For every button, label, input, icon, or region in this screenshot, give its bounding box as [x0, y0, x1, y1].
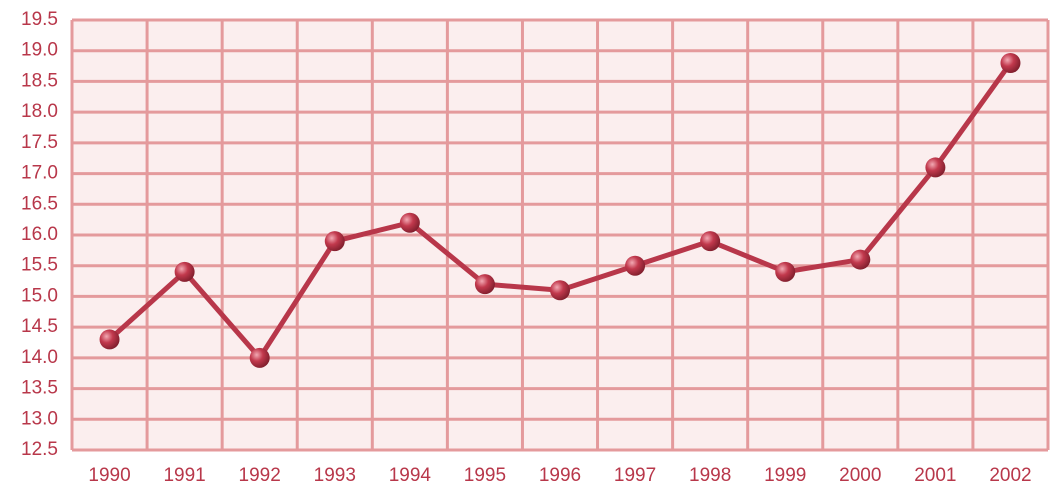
y-tick-label: 18.5 — [21, 70, 58, 91]
data-point — [925, 157, 946, 178]
data-point — [625, 255, 646, 276]
x-tick-label: 1992 — [239, 465, 281, 486]
y-tick-label: 16.0 — [21, 224, 58, 245]
y-tick-label: 19.5 — [21, 9, 58, 30]
y-tick-label: 17.0 — [21, 163, 58, 184]
y-tick-label: 15.0 — [21, 285, 58, 306]
x-tick-label: 2000 — [839, 465, 881, 486]
y-tick-label: 13.5 — [21, 378, 58, 399]
x-tick-label: 2002 — [989, 465, 1031, 486]
data-point — [1000, 53, 1021, 73]
x-tick-label: 1995 — [464, 465, 506, 486]
x-tick-label: 1997 — [614, 465, 656, 486]
y-tick-label: 18.0 — [21, 101, 58, 122]
data-point — [249, 347, 270, 368]
x-tick-label: 1996 — [539, 465, 581, 486]
data-point — [775, 261, 796, 282]
y-tick-label: 13.0 — [21, 408, 58, 429]
x-tick-label: 1991 — [163, 465, 205, 486]
data-point — [174, 261, 195, 282]
y-tick-label: 14.0 — [21, 347, 58, 368]
y-tick-label: 15.5 — [21, 255, 58, 276]
x-tick-label: 1993 — [314, 465, 356, 486]
data-point — [399, 212, 420, 233]
data-point — [850, 249, 871, 270]
data-point — [324, 231, 345, 252]
y-tick-label: 16.5 — [21, 193, 58, 214]
data-point — [474, 274, 495, 295]
x-tick-label: 2001 — [914, 465, 956, 486]
y-tick-label: 19.0 — [21, 40, 58, 61]
data-point — [700, 231, 721, 252]
x-tick-label: 1990 — [88, 465, 130, 486]
data-point — [550, 280, 570, 301]
y-tick-label: 12.5 — [21, 439, 58, 460]
data-point — [99, 329, 120, 350]
y-tick-label: 17.5 — [21, 132, 58, 153]
x-tick-label: 1999 — [764, 465, 806, 486]
x-tick-label: 1998 — [689, 465, 731, 486]
x-tick-label: 1994 — [389, 465, 432, 486]
y-tick-label: 14.5 — [21, 316, 58, 337]
